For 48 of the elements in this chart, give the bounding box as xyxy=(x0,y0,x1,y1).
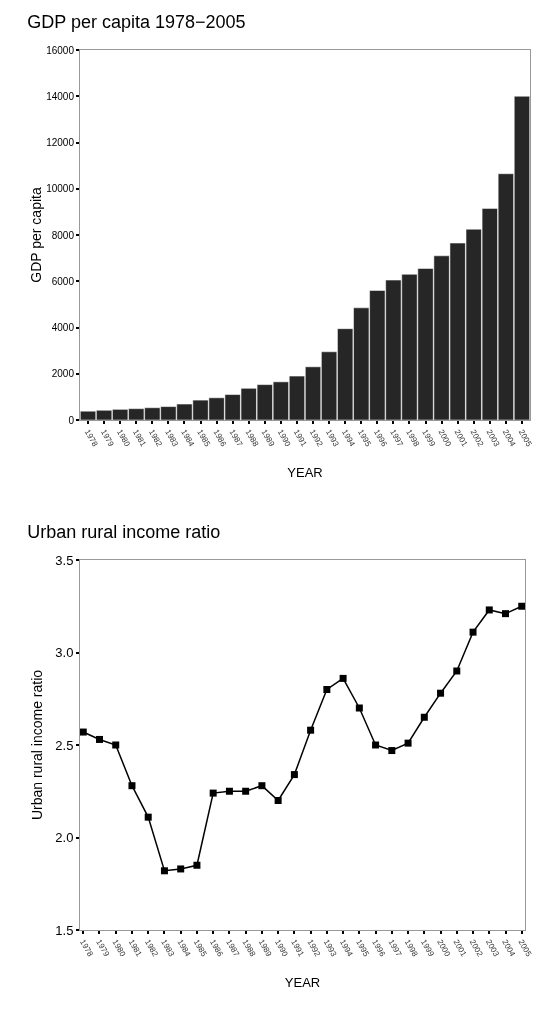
y-tick-label: 16000 xyxy=(46,44,75,56)
point xyxy=(290,771,298,779)
chart-title: Urban rural income ratio xyxy=(27,521,221,542)
y-axis-title: Urban rural income ratio xyxy=(29,669,45,821)
y-tick-label: 14000 xyxy=(46,90,75,102)
y-tick-label: 2.5 xyxy=(55,737,74,753)
point xyxy=(518,602,525,610)
chart-title: GDP per capita 1978−2005 xyxy=(27,11,246,32)
x-axis-title: YEAR xyxy=(287,465,323,481)
point xyxy=(485,606,493,614)
y-tick-label: 12000 xyxy=(46,137,75,148)
y-tick-label: 3.5 xyxy=(55,552,74,568)
point xyxy=(420,713,428,721)
point xyxy=(274,797,282,804)
point xyxy=(469,628,477,636)
point xyxy=(372,741,380,749)
point xyxy=(339,674,347,682)
point xyxy=(307,726,315,734)
y-tick-label: 1.5 xyxy=(55,922,74,938)
point xyxy=(453,667,461,675)
point xyxy=(258,782,266,790)
point xyxy=(193,861,201,869)
y-tick-label: 10000 xyxy=(46,183,75,195)
point xyxy=(209,789,217,797)
point xyxy=(160,867,168,875)
point xyxy=(323,686,331,693)
point xyxy=(225,787,233,795)
y-tick-label: 8000 xyxy=(51,229,75,241)
y-tick-label: 2.0 xyxy=(55,830,74,846)
point xyxy=(404,739,412,747)
y-tick-label: 0 xyxy=(68,414,75,426)
point xyxy=(144,813,152,821)
point xyxy=(242,787,250,795)
y-tick-label: 3.0 xyxy=(55,645,74,661)
point xyxy=(437,689,445,697)
y-tick-label: 6000 xyxy=(51,275,75,287)
point xyxy=(177,865,185,873)
y-tick-label: 2000 xyxy=(51,368,75,380)
point xyxy=(502,610,510,618)
point xyxy=(80,728,87,736)
point xyxy=(112,741,120,749)
point xyxy=(95,735,103,743)
x-axis-title: YEAR xyxy=(284,975,321,991)
point xyxy=(388,747,396,755)
y-tick-label: 4000 xyxy=(51,322,75,333)
point xyxy=(355,704,363,712)
y-axis-title: GDP per capita xyxy=(28,187,45,283)
point xyxy=(128,782,136,790)
